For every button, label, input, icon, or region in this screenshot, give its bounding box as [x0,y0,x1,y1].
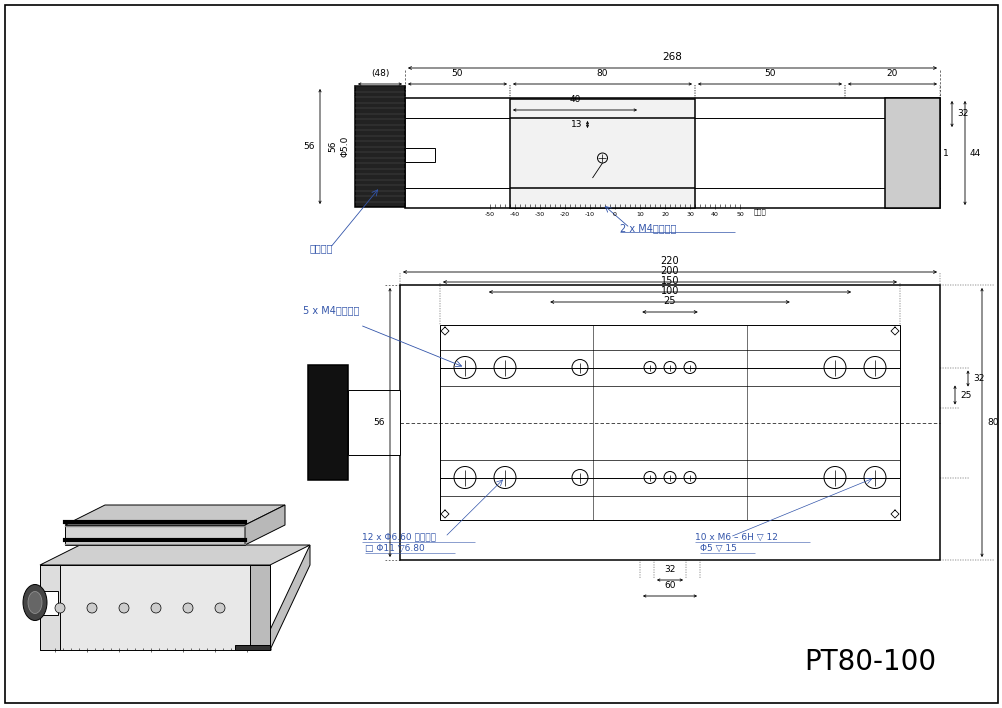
Polygon shape [65,525,244,545]
Text: 50: 50 [764,69,775,78]
Polygon shape [249,565,270,650]
Circle shape [55,603,65,613]
Text: 1: 1 [942,149,948,157]
Text: 268: 268 [662,52,681,62]
Text: 基准线: 基准线 [753,209,766,215]
Text: 32: 32 [972,374,983,383]
Text: 80: 80 [596,69,607,78]
Polygon shape [40,545,310,565]
Text: □ Φ11 ▽6.80: □ Φ11 ▽6.80 [365,544,424,552]
Bar [400,285,939,560]
Polygon shape [234,645,270,650]
Text: 25: 25 [663,296,675,306]
Text: 10 x M6 – 6H ▽ 12: 10 x M6 – 6H ▽ 12 [694,532,778,542]
Text: 40: 40 [569,95,580,104]
Circle shape [214,603,224,613]
Ellipse shape [28,591,42,614]
Bar [405,98,939,208]
Circle shape [119,603,129,613]
Text: 直纹滚花: 直纹滚花 [310,243,334,253]
Bar [355,86,405,207]
Text: Φ5 ▽ 15: Φ5 ▽ 15 [699,544,736,552]
Text: -20: -20 [559,212,569,217]
Text: -40: -40 [509,212,520,217]
Polygon shape [35,590,58,615]
Text: 40: 40 [710,212,718,217]
Text: PT80-100: PT80-100 [804,648,935,676]
Text: 0: 0 [612,212,616,217]
Ellipse shape [23,585,47,620]
Text: 56: 56 [329,141,337,152]
Text: 5 x M4锁紧螺丝: 5 x M4锁紧螺丝 [303,305,359,315]
Text: 25: 25 [959,391,970,399]
Bar [405,148,435,162]
Text: 80: 80 [986,418,998,427]
Text: 30: 30 [685,212,693,217]
Polygon shape [270,545,310,650]
Polygon shape [244,505,285,545]
Bar [348,390,400,455]
Text: 50: 50 [735,212,743,217]
Text: 32: 32 [956,110,967,118]
Text: 50: 50 [451,69,463,78]
Text: Φ5.0: Φ5.0 [340,136,349,157]
Polygon shape [40,565,270,650]
Circle shape [182,603,192,613]
Text: 60: 60 [663,581,675,590]
Text: 200: 200 [660,266,678,276]
Text: 56: 56 [304,142,315,151]
Bar [509,99,694,208]
Text: 220: 220 [660,256,678,266]
Text: 13: 13 [570,120,582,129]
Text: 2 x M4锁紧螺丝: 2 x M4锁紧螺丝 [619,223,675,233]
Circle shape [87,603,97,613]
Polygon shape [65,505,285,525]
Circle shape [151,603,161,613]
Bar [884,98,939,208]
Text: 32: 32 [663,565,675,574]
Text: 12 x Φ6.60 完全贯穿: 12 x Φ6.60 完全贯穿 [362,532,436,542]
Polygon shape [40,565,60,650]
Text: -50: -50 [485,212,495,217]
Text: 56: 56 [373,418,385,427]
Text: -30: -30 [534,212,544,217]
Text: -10: -10 [584,212,594,217]
Text: 20: 20 [660,212,668,217]
Text: (48): (48) [371,69,389,78]
Text: 20: 20 [886,69,898,78]
Text: 100: 100 [660,286,678,296]
Text: 10: 10 [635,212,643,217]
Bar [440,325,899,520]
Bar [308,365,348,480]
Text: 44: 44 [969,149,980,157]
Text: 150: 150 [660,276,678,286]
